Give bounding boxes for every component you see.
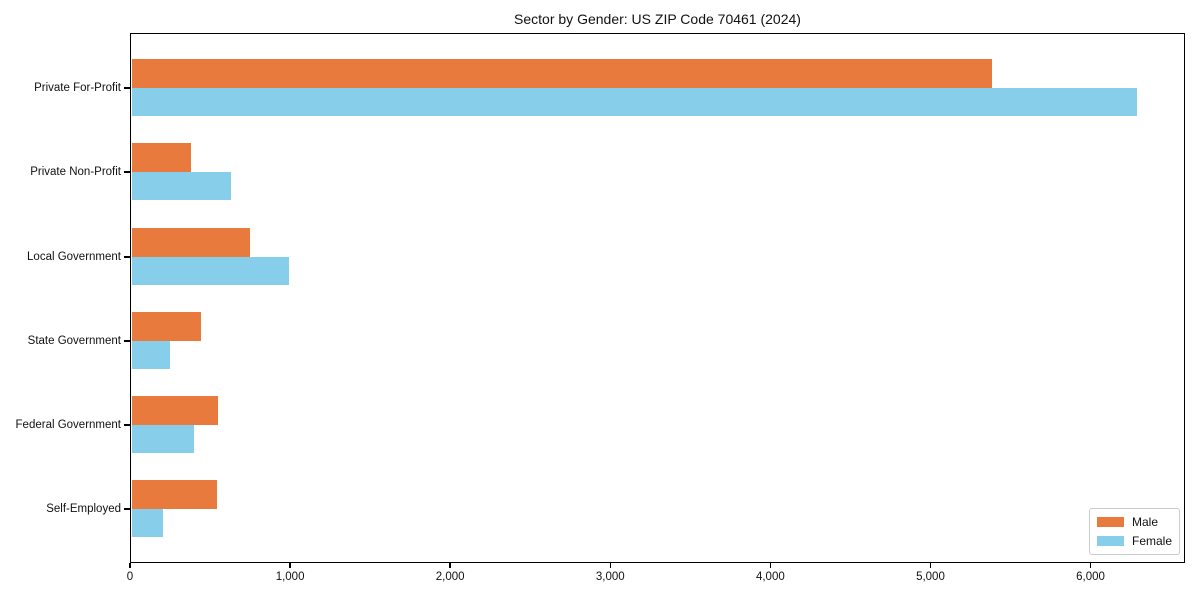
legend-entry-female: Female [1097, 534, 1172, 548]
y-axis-label-local-government: Local Government [27, 251, 121, 263]
legend-label-male: Male [1132, 515, 1159, 529]
x-axis-tick [929, 563, 932, 568]
y-axis-label-self-employed: Self-Employed [46, 503, 121, 515]
bar-female-private-for-profit [131, 88, 1137, 116]
bar-male-private-for-profit [131, 59, 992, 88]
x-axis-tick [289, 563, 291, 568]
y-axis-tick [124, 171, 130, 173]
bar-male-state-government [131, 312, 201, 341]
legend: Male Female [1089, 508, 1180, 555]
x-axis-tick-label: 5,000 [916, 571, 945, 583]
legend-swatch-male [1097, 517, 1124, 527]
bar-male-federal-government [131, 396, 218, 425]
y-axis-tick [124, 508, 130, 510]
x-axis-tick [769, 563, 772, 568]
bar-female-state-government [131, 341, 170, 369]
legend-swatch-female [1097, 536, 1124, 546]
x-axis-tick [609, 563, 612, 568]
bar-female-private-non-profit [131, 172, 231, 200]
bar-male-local-government [131, 228, 250, 257]
x-axis-tick-label: 0 [126, 571, 134, 583]
x-axis-tick-label: 3,000 [595, 571, 625, 583]
y-axis-tick [124, 424, 130, 426]
x-axis-tick-label: 1,000 [275, 571, 305, 583]
bar-male-self-employed [131, 480, 217, 509]
bar-female-self-employed [131, 509, 163, 537]
y-axis-label-state-government: State Government [27, 335, 121, 347]
x-axis-tick-label: 6,000 [1076, 571, 1105, 583]
y-axis-label-federal-government: Federal Government [15, 419, 121, 431]
bar-female-federal-government [131, 425, 194, 453]
x-axis-tick-label: 2,000 [435, 571, 465, 583]
legend-entry-male: Male [1097, 515, 1172, 529]
bar-male-private-non-profit [131, 143, 191, 172]
y-axis-tick [124, 340, 130, 342]
x-axis-tick [1089, 563, 1092, 568]
chart-title: Sector by Gender: US ZIP Code 70461 (202… [514, 11, 801, 27]
y-axis-tick [124, 256, 130, 258]
y-axis-tick [124, 87, 130, 89]
x-axis-tick [129, 563, 131, 568]
legend-label-female: Female [1132, 534, 1173, 548]
y-axis-label-private-for-profit: Private For-Profit [34, 82, 121, 94]
bar-female-local-government [131, 257, 289, 285]
x-axis-tick [449, 563, 451, 568]
y-axis-label-private-non-profit: Private Non-Profit [30, 166, 121, 178]
x-axis-tick-label: 4,000 [755, 571, 785, 583]
